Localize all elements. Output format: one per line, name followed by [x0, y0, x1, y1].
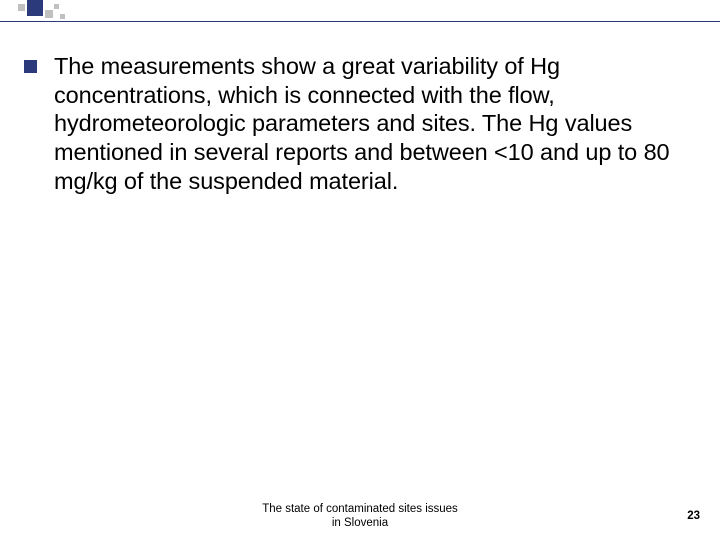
bullet-row: The measurements show a great variabilit… [20, 52, 700, 195]
square-bullet-icon [24, 60, 37, 73]
content-area: The measurements show a great variabilit… [20, 52, 700, 195]
deco-square-icon [54, 4, 59, 9]
page-number: 23 [687, 510, 700, 522]
top-rule [0, 21, 720, 22]
footer-title: The state of contaminated sites issues i… [262, 502, 458, 531]
deco-square-icon [27, 0, 43, 16]
top-decoration [0, 0, 720, 28]
footer: The state of contaminated sites issues i… [0, 500, 720, 532]
deco-square-icon [60, 14, 65, 19]
footer-title-line1: The state of contaminated sites issues [262, 503, 458, 515]
body-text: The measurements show a great variabilit… [54, 52, 700, 195]
deco-square-icon [45, 10, 53, 18]
footer-title-line2: in Slovenia [332, 517, 388, 529]
deco-square-icon [18, 4, 25, 11]
